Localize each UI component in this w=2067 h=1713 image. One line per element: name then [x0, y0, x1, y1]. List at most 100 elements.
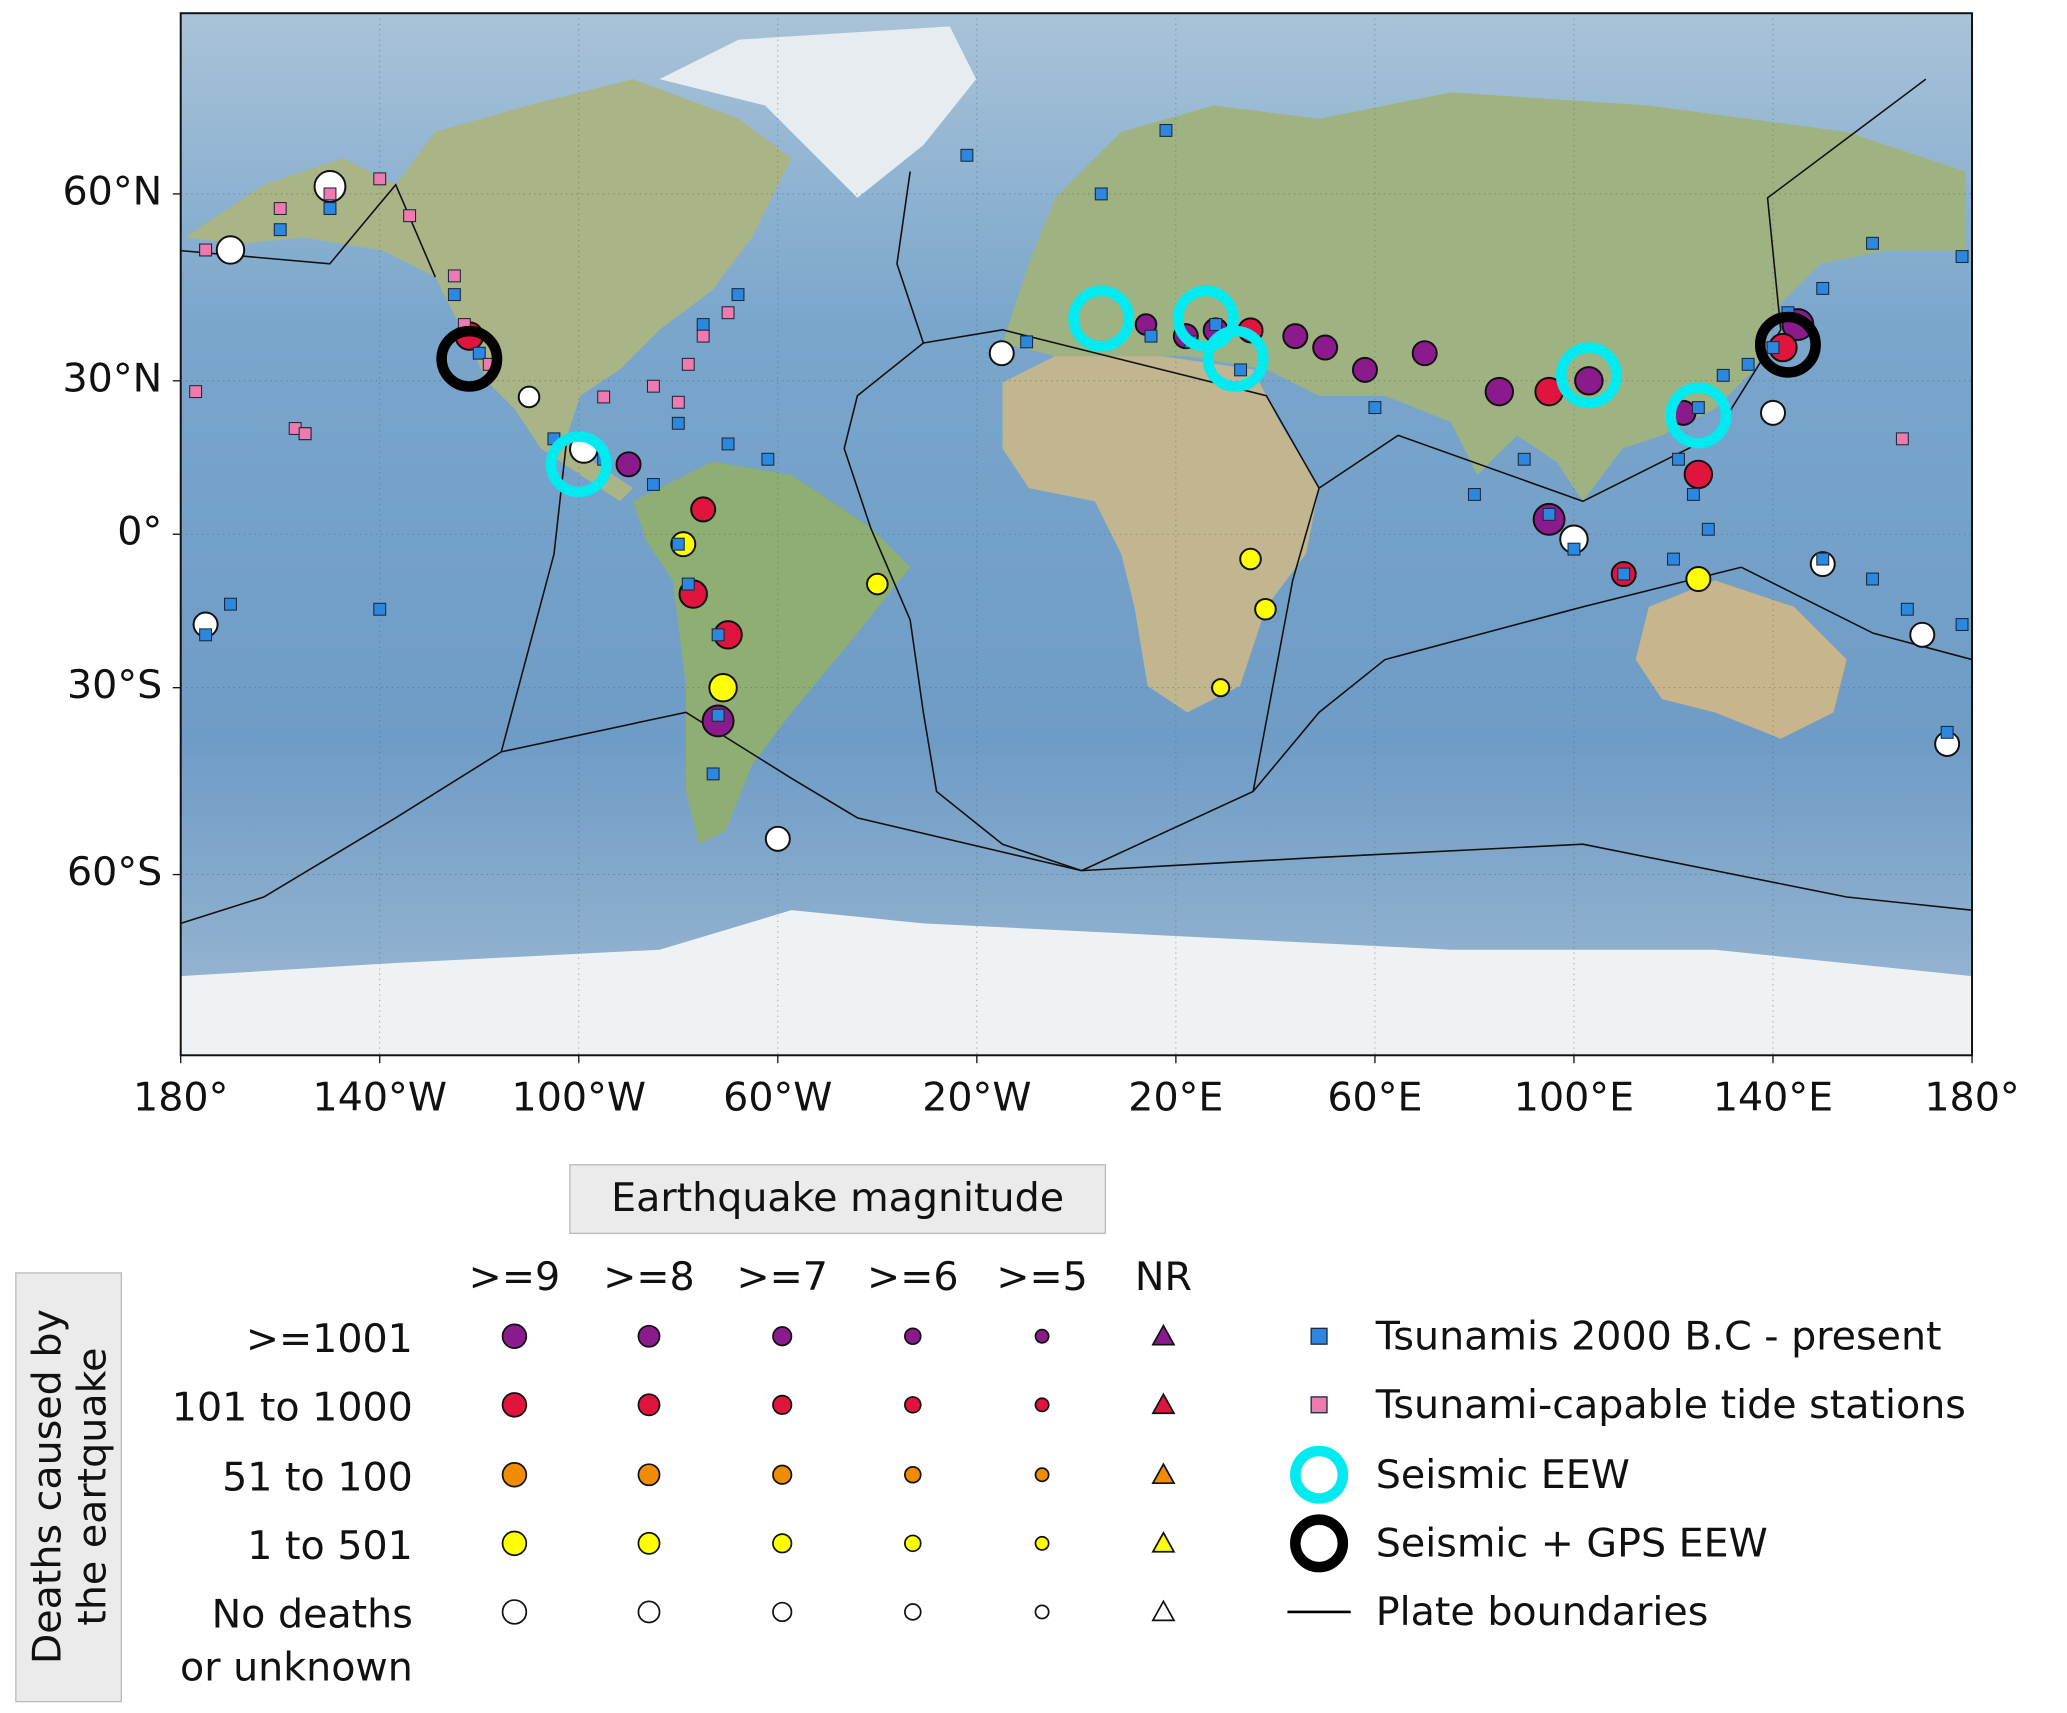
seismic-eew — [1068, 285, 1135, 352]
x-tick-label: 20°E — [1128, 1075, 1223, 1121]
legend-marker — [772, 1394, 793, 1415]
tsunami — [1866, 236, 1879, 250]
earthquake — [615, 451, 642, 478]
tsunami — [1741, 357, 1755, 371]
greenland — [659, 26, 977, 198]
tsunami — [1766, 341, 1780, 355]
legend-marker — [1151, 1392, 1176, 1415]
plate-boundary — [923, 328, 1320, 489]
tsunami — [1234, 363, 1248, 377]
earthquake — [1411, 340, 1438, 367]
tsunami — [1144, 329, 1158, 343]
earthquake — [1312, 334, 1339, 361]
legend-label: Tsunami-capable tide stations — [1375, 1382, 1966, 1428]
x-tick-label: 180° — [1924, 1075, 2019, 1121]
earthquake — [708, 672, 738, 703]
earthquake — [1351, 356, 1378, 383]
magnitude-label: >=9 — [469, 1254, 560, 1300]
deaths-label: No deaths — [212, 1592, 413, 1638]
legend-marker — [904, 1603, 922, 1621]
axes: 180° 140°W 100°W 60°W 20°W 20°E 60°E 100°E 140°E… — [63, 168, 2020, 1120]
x-tick-label: 140°E — [1713, 1075, 1833, 1121]
magnitude-label: >=8 — [603, 1254, 694, 1300]
deaths-label: >=1001 — [246, 1316, 413, 1362]
legend-marker — [1034, 1397, 1050, 1413]
legend-marker — [501, 1323, 528, 1349]
earthquake — [1254, 597, 1277, 621]
x-tick-label: 100°W — [512, 1075, 646, 1121]
map-markers — [189, 123, 1969, 852]
legend-marker — [1034, 1467, 1050, 1483]
seismic-eew — [1555, 342, 1622, 409]
legend-marker — [1151, 1462, 1176, 1485]
tsunami — [1159, 123, 1173, 137]
x-tick-label: 100°E — [1514, 1075, 1634, 1121]
legend-marker — [1290, 1445, 1349, 1504]
plate-boundary — [180, 435, 568, 925]
legend-label: Tsunamis 2000 B.C - present — [1375, 1313, 1942, 1359]
earthquake — [215, 235, 246, 265]
plate-boundary — [501, 566, 1742, 872]
tsunami — [224, 597, 237, 611]
plate-boundary — [843, 171, 1082, 872]
earthquake — [1574, 366, 1604, 396]
tsunami — [671, 537, 685, 551]
y-tick-label: 60°S — [67, 849, 162, 895]
legend-marker — [637, 1600, 661, 1624]
tide-station — [298, 427, 312, 441]
magnitude-label: NR — [1135, 1254, 1192, 1300]
tsunami — [1671, 452, 1685, 466]
magnitude-label: >=5 — [996, 1254, 1087, 1300]
legend-label: Plate boundaries — [1376, 1589, 1709, 1635]
earthquake — [988, 340, 1015, 367]
y-tick-label: 60°N — [63, 168, 163, 214]
y-tick-label: 0° — [117, 509, 162, 555]
tsunami — [1467, 487, 1481, 501]
legend-marker — [501, 1599, 528, 1625]
tsunami — [696, 318, 710, 331]
antarctica — [180, 910, 1973, 1056]
plate-boundary — [1740, 566, 1973, 661]
legend-marker — [501, 1462, 528, 1488]
legend-marker — [501, 1392, 528, 1418]
tide-station — [646, 379, 660, 393]
magnitude-label: >=7 — [736, 1254, 827, 1300]
tide-station — [323, 187, 337, 201]
tsunami — [1667, 552, 1680, 566]
tsunami — [1900, 602, 1914, 616]
tide-station — [373, 172, 387, 186]
tsunami — [1701, 522, 1715, 536]
tsunami — [373, 602, 387, 616]
legend-marker — [637, 1463, 661, 1487]
tsunami — [1209, 318, 1223, 331]
tide-station — [1895, 432, 1909, 446]
legend-marker — [1034, 1328, 1050, 1344]
tsunami — [1816, 552, 1830, 566]
tsunami — [1617, 567, 1631, 581]
earthquake — [517, 385, 541, 409]
legend-marker — [772, 1533, 793, 1554]
tsunami — [1686, 487, 1700, 501]
tsunami — [1567, 542, 1581, 556]
tide-station — [671, 395, 685, 409]
tide-station — [447, 269, 461, 283]
deaths-label: or unknown — [180, 1644, 413, 1690]
seismic-eew — [545, 431, 612, 498]
deaths-label: 101 to 1000 — [172, 1385, 413, 1431]
seismic-eew — [1665, 382, 1732, 449]
tsunami — [199, 628, 213, 642]
earthquake — [1759, 399, 1786, 426]
tide-station — [273, 202, 287, 216]
deaths-title-box — [15, 1272, 123, 1703]
tsunami — [323, 202, 337, 216]
tide-station — [199, 243, 213, 257]
tsunami — [1940, 725, 1954, 739]
tsunami — [1816, 281, 1830, 295]
deaths-label: 51 to 100 — [222, 1455, 413, 1501]
tsunami — [1955, 618, 1969, 631]
legend-marker — [1034, 1604, 1050, 1620]
earthquake — [764, 825, 791, 852]
tsunami — [1094, 187, 1108, 201]
tsunami — [761, 452, 775, 466]
